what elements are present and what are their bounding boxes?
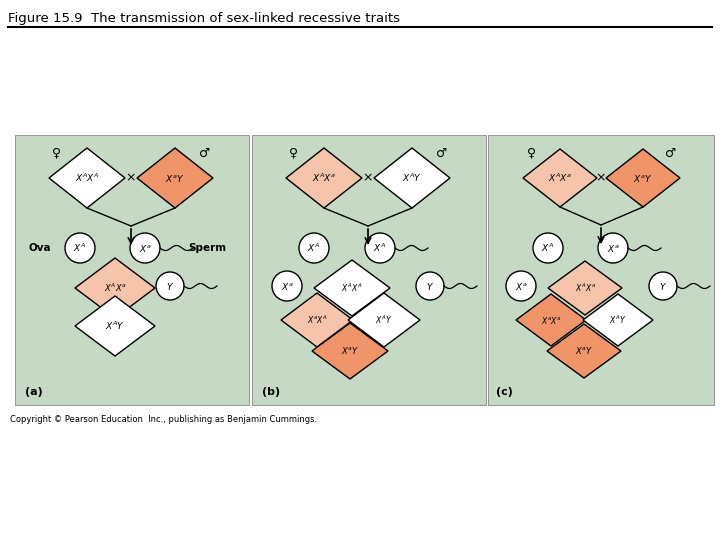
Text: $X^AY$: $X^AY$ [402, 172, 422, 184]
Circle shape [506, 271, 536, 301]
Text: $X^AX^A$: $X^AX^A$ [75, 172, 99, 184]
Polygon shape [75, 296, 155, 356]
Text: $X^AY$: $X^AY$ [609, 314, 626, 326]
Circle shape [416, 272, 444, 300]
Text: $X^A$: $X^A$ [374, 242, 387, 254]
Text: $X^AX^A$: $X^AX^A$ [341, 282, 363, 294]
Polygon shape [523, 149, 597, 207]
Text: $X^AX^a$: $X^AX^a$ [575, 282, 595, 294]
Polygon shape [374, 148, 450, 208]
Text: $X^A$: $X^A$ [73, 242, 86, 254]
Text: $X^AX^a$: $X^AX^a$ [548, 172, 572, 184]
Text: $Y$: $Y$ [166, 280, 174, 292]
Bar [252, 135, 486, 405]
Polygon shape [137, 148, 213, 208]
Polygon shape [312, 323, 388, 379]
Polygon shape [548, 261, 622, 315]
Text: ♂: ♂ [199, 146, 211, 159]
Text: (c): (c) [496, 387, 513, 397]
Circle shape [65, 233, 95, 263]
Circle shape [649, 272, 677, 300]
Text: $X^A$: $X^A$ [541, 242, 554, 254]
Text: (a): (a) [25, 387, 42, 397]
Bar [15, 135, 249, 405]
Text: ♀: ♀ [53, 146, 62, 159]
Text: ♀: ♀ [528, 146, 536, 159]
Circle shape [272, 271, 302, 301]
Text: $X^a$: $X^a$ [139, 242, 151, 253]
Polygon shape [286, 148, 362, 208]
Polygon shape [49, 148, 125, 208]
Circle shape [299, 233, 329, 263]
Text: $X^aY$: $X^aY$ [166, 172, 185, 184]
Text: Ova: Ova [29, 243, 51, 253]
Text: Figure 15.9  The transmission of sex-linked recessive traits: Figure 15.9 The transmission of sex-link… [8, 12, 400, 25]
Text: $X^aY$: $X^aY$ [341, 346, 359, 356]
Circle shape [533, 233, 563, 263]
Text: $X^AY$: $X^AY$ [375, 314, 392, 326]
Text: $X^a$: $X^a$ [515, 280, 527, 292]
Polygon shape [281, 293, 353, 347]
Circle shape [365, 233, 395, 263]
Polygon shape [348, 293, 420, 347]
Text: $X^AX^a$: $X^AX^a$ [312, 172, 336, 184]
Polygon shape [583, 294, 653, 346]
Polygon shape [547, 324, 621, 378]
Text: ♂: ♂ [665, 146, 677, 159]
Text: $X^aX^a$: $X^aX^a$ [541, 314, 562, 326]
Text: $X^aX^A$: $X^aX^A$ [307, 314, 328, 326]
Text: $X^aY$: $X^aY$ [634, 172, 653, 184]
Text: ♀: ♀ [289, 146, 299, 159]
Circle shape [598, 233, 628, 263]
Text: $X^a$: $X^a$ [281, 280, 293, 292]
Circle shape [130, 233, 160, 263]
Text: $Y$: $Y$ [426, 280, 434, 292]
Text: $X^aY$: $X^aY$ [575, 346, 593, 356]
Text: $X^a$: $X^a$ [607, 242, 619, 253]
Text: $X^AX^a$: $X^AX^a$ [104, 282, 126, 294]
Text: ×: × [363, 172, 373, 185]
Text: $X^AY$: $X^AY$ [105, 320, 125, 332]
Text: ×: × [126, 172, 136, 185]
Bar [488, 135, 714, 405]
Polygon shape [516, 294, 586, 346]
Polygon shape [314, 260, 390, 316]
Text: (b): (b) [262, 387, 280, 397]
Text: Copyright © Pearson Education  Inc., publishing as Benjamin Cummings.: Copyright © Pearson Education Inc., publ… [10, 415, 317, 424]
Polygon shape [75, 258, 155, 318]
Text: Sperm: Sperm [188, 243, 226, 253]
Circle shape [156, 272, 184, 300]
Polygon shape [606, 149, 680, 207]
Text: ×: × [595, 172, 606, 185]
Text: $Y$: $Y$ [659, 280, 667, 292]
Text: $X^A$: $X^A$ [307, 242, 320, 254]
Text: ♂: ♂ [436, 146, 448, 159]
